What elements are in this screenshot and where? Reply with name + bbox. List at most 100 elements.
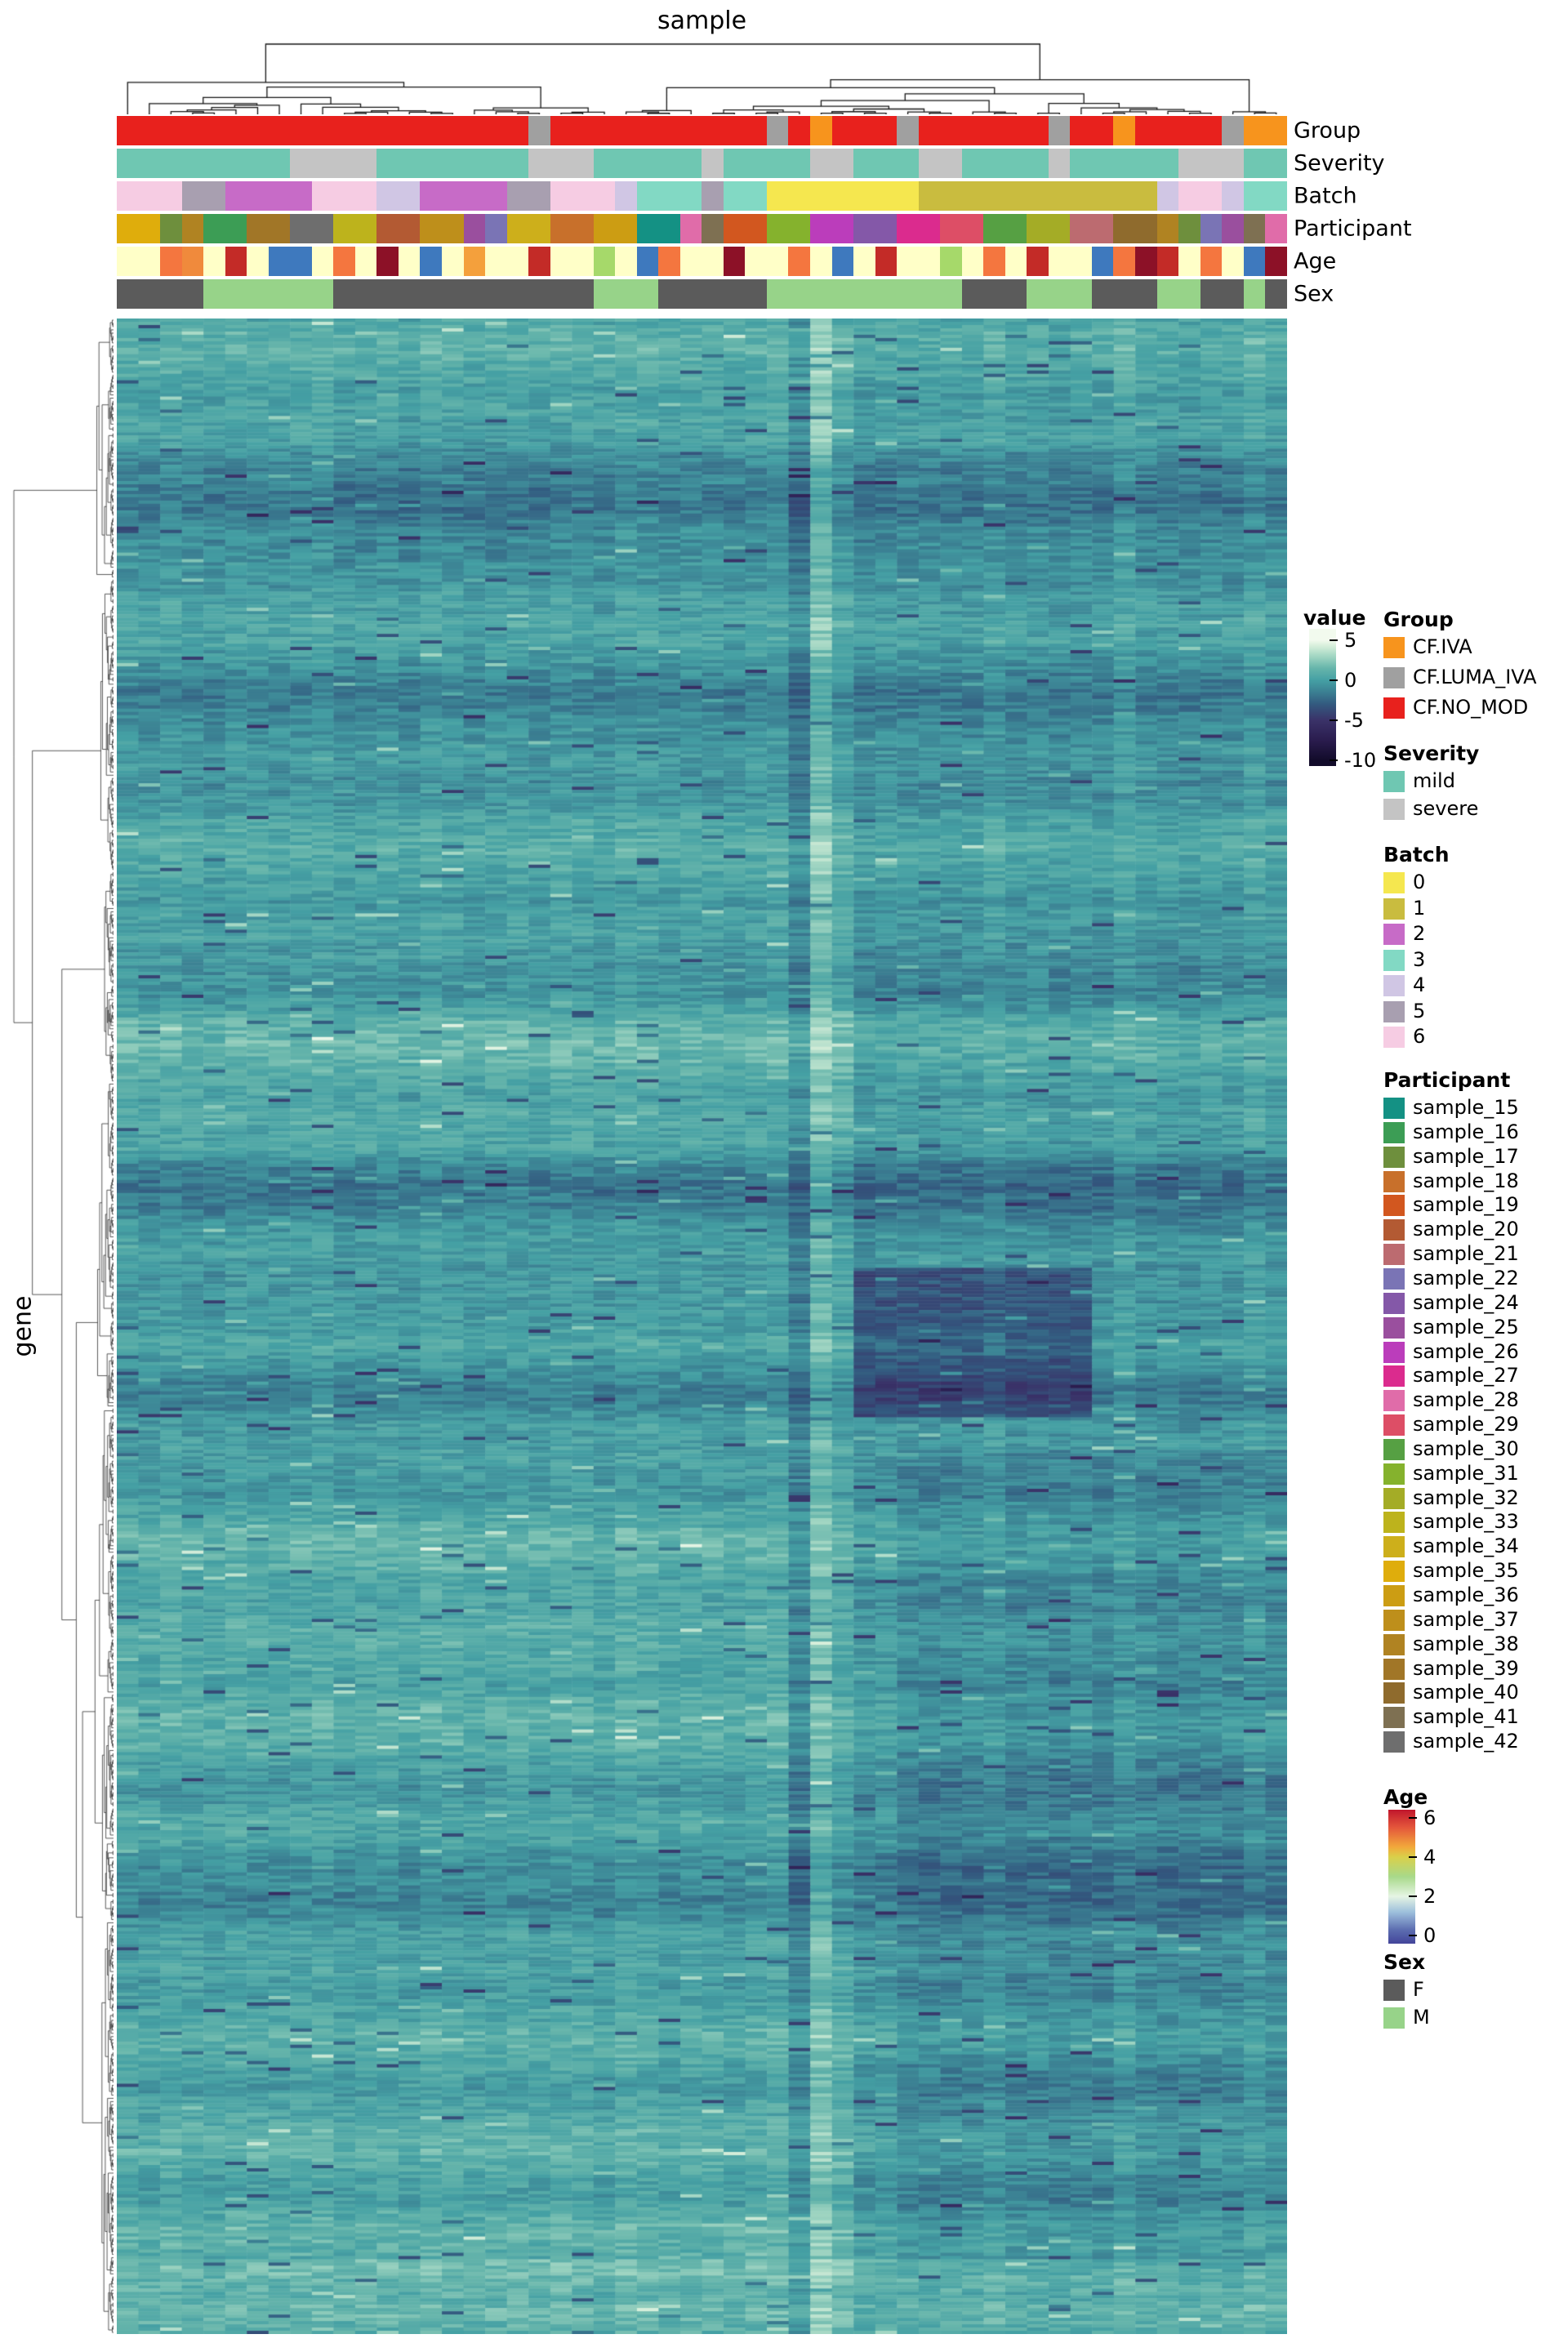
legend-swatch-participant	[1383, 1341, 1405, 1363]
annotation-cell	[398, 214, 421, 243]
annotation-cell	[528, 279, 550, 309]
annotation-cell	[485, 181, 507, 211]
annotation-cell	[1243, 116, 1266, 145]
legend-swatch-participant	[1383, 1536, 1405, 1558]
annotation-cell	[593, 116, 616, 145]
annotation-cell	[1200, 181, 1223, 211]
annotation-cell	[702, 149, 724, 178]
legend-swatch-sex	[1383, 1980, 1405, 2001]
annotation-cell	[1243, 247, 1266, 276]
annotation-cell	[181, 149, 204, 178]
legend-tick-label: 0	[1344, 668, 1357, 692]
annotation-cell	[636, 116, 659, 145]
legend-tick-label: -10	[1344, 749, 1377, 773]
annotation-cell	[506, 149, 529, 178]
annotation-cell	[333, 214, 355, 243]
annotation-cell	[940, 149, 962, 178]
annotation-cell	[723, 181, 746, 211]
annotation-cell	[983, 116, 1005, 145]
annotation-cell	[961, 149, 984, 178]
annotation-cell	[1200, 214, 1223, 243]
annotation-cell	[810, 279, 832, 309]
legend-item-label: 6	[1413, 1025, 1426, 1048]
annotation-cell	[1222, 279, 1244, 309]
annotation-cell	[572, 214, 594, 243]
legend-item-label: sample_39	[1413, 1656, 1519, 1680]
legend-tick-mark	[1409, 1895, 1417, 1898]
legend-item-label: sample_24	[1413, 1290, 1519, 1314]
annotation-cell	[1048, 214, 1071, 243]
legend-swatch-sex	[1383, 2007, 1405, 2029]
annotation-cell	[1265, 214, 1287, 243]
legend-title-group: Group	[1383, 608, 1454, 631]
annotation-cell	[290, 181, 312, 211]
annotation-cell	[398, 149, 421, 178]
legend-item-label: sample_16	[1413, 1120, 1519, 1143]
annotation-cell	[333, 116, 355, 145]
annotation-cell	[354, 247, 377, 276]
annotation-cell	[1156, 149, 1179, 178]
annotation-cell	[138, 279, 161, 309]
annotation-cell	[875, 116, 898, 145]
annotation-cell	[831, 149, 854, 178]
annotation-cell	[1134, 214, 1157, 243]
annotation-cell	[1091, 279, 1114, 309]
legend-swatch-participant	[1383, 1561, 1405, 1583]
annotation-cell	[117, 116, 139, 145]
legend-item-label: sample_17	[1413, 1144, 1519, 1168]
annotation-cell	[268, 116, 291, 145]
annotation-cell	[658, 181, 680, 211]
annotation-cell	[983, 214, 1005, 243]
annotation-cell	[463, 247, 486, 276]
annotation-cell	[723, 116, 746, 145]
annotation-cell	[528, 247, 550, 276]
annotation-cell	[658, 149, 680, 178]
annotation-cell	[702, 214, 724, 243]
annotation-cell	[853, 279, 875, 309]
annotation-cell	[745, 181, 767, 211]
legend-swatch-batch	[1383, 898, 1405, 920]
annotation-cell	[875, 279, 898, 309]
annotation-cell	[745, 279, 767, 309]
annotation-cell	[1070, 149, 1092, 178]
annotation-track-sex	[117, 279, 1287, 309]
annotation-cell	[311, 116, 334, 145]
annotation-cell	[550, 214, 572, 243]
legend-item-label: sample_26	[1413, 1339, 1519, 1363]
annotation-cell	[1004, 116, 1027, 145]
legend-item-label: 4	[1413, 973, 1426, 996]
legend-title-participant: Participant	[1383, 1068, 1511, 1092]
annotation-cell	[398, 247, 421, 276]
legend-item-label: sample_19	[1413, 1193, 1519, 1217]
legend-swatch-batch	[1383, 872, 1405, 893]
legend-swatch-participant	[1383, 1585, 1405, 1606]
annotation-cell	[615, 181, 637, 211]
annotation-cell	[441, 149, 464, 178]
annotation-cell	[268, 181, 291, 211]
annotation-cell	[918, 214, 941, 243]
annotation-cell	[1027, 116, 1049, 145]
annotation-cell	[506, 181, 529, 211]
annotation-cell	[961, 116, 984, 145]
annotation-cell	[897, 279, 919, 309]
legend-title-severity: Severity	[1383, 742, 1480, 765]
annotation-cell	[441, 214, 464, 243]
annotation-cell	[572, 116, 594, 145]
annotation-cell	[679, 116, 702, 145]
legend-item-label: sample_15	[1413, 1096, 1519, 1119]
annotation-cell	[1091, 116, 1114, 145]
annotation-cell	[1134, 149, 1157, 178]
annotation-cell	[831, 214, 854, 243]
annotation-cell	[354, 181, 377, 211]
legend-swatch-participant	[1383, 1098, 1405, 1119]
annotation-cell	[247, 116, 269, 145]
sample-axis-title: sample	[657, 7, 747, 35]
annotation-cell	[1156, 247, 1179, 276]
legend-swatch-participant	[1383, 1219, 1405, 1241]
annotation-cell	[354, 149, 377, 178]
annotation-cell	[1048, 116, 1071, 145]
annotation-cell	[1091, 214, 1114, 243]
annotation-cell	[853, 247, 875, 276]
annotation-cell	[528, 149, 550, 178]
annotation-cell	[788, 247, 810, 276]
